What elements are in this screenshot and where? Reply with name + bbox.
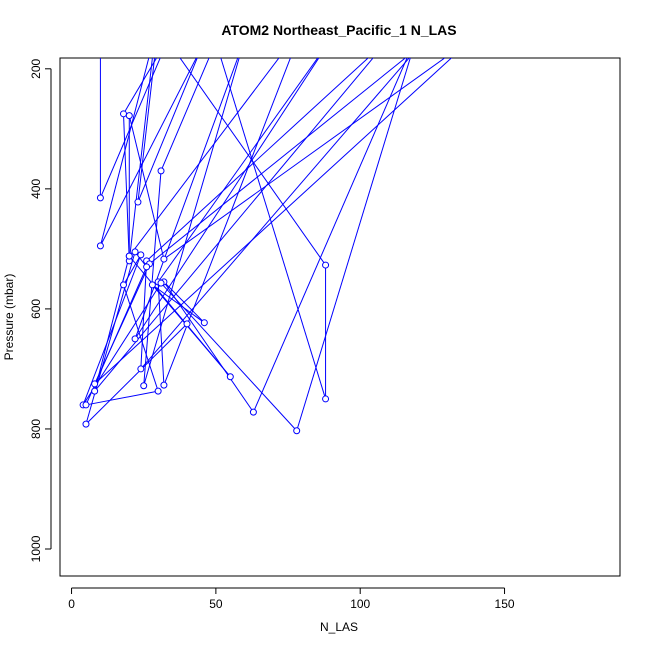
data-point bbox=[131, 335, 139, 343]
series-segment bbox=[134, 58, 320, 340]
series-segment bbox=[94, 58, 374, 392]
series-segment bbox=[146, 58, 369, 262]
y-tick-label: 200 bbox=[29, 58, 43, 78]
series-segment bbox=[152, 284, 205, 324]
series-segment bbox=[163, 281, 254, 413]
x-tick-label: 150 bbox=[495, 597, 515, 611]
series-segment bbox=[99, 58, 161, 199]
series-segment bbox=[85, 323, 188, 425]
data-point bbox=[160, 381, 168, 389]
x-axis-label: N_LAS bbox=[320, 620, 358, 634]
series-segment bbox=[123, 254, 142, 286]
series-segment bbox=[160, 58, 210, 172]
series-segment bbox=[157, 58, 319, 283]
series-segment bbox=[163, 281, 205, 324]
y-tick-label: 800 bbox=[29, 419, 43, 439]
chart-title: ATOM2 Northeast_Pacific_1 N_LAS bbox=[221, 22, 456, 38]
data-point bbox=[82, 420, 90, 428]
plot-frame bbox=[59, 57, 621, 577]
series-segment bbox=[160, 282, 298, 432]
data-point bbox=[91, 380, 99, 388]
x-axis: 0 50 100 150 bbox=[68, 587, 515, 611]
data-point bbox=[322, 261, 330, 269]
series-segment bbox=[220, 58, 327, 400]
series-segment bbox=[163, 58, 446, 260]
series-segment bbox=[94, 58, 453, 385]
series-segment bbox=[94, 255, 130, 392]
series-segment bbox=[123, 284, 159, 392]
series-segment bbox=[296, 58, 411, 431]
y-axis-label: Pressure (mbar) bbox=[2, 274, 16, 361]
series-segment bbox=[128, 115, 165, 260]
data-point bbox=[96, 242, 104, 250]
data-point bbox=[125, 252, 133, 260]
series-segment bbox=[134, 58, 239, 340]
series-segment bbox=[143, 170, 162, 386]
series-segment bbox=[149, 58, 407, 265]
data-point bbox=[154, 387, 162, 395]
series-segment bbox=[85, 390, 159, 406]
series-segment bbox=[99, 58, 150, 246]
data-point bbox=[148, 281, 156, 289]
x-tick-label: 50 bbox=[209, 597, 223, 611]
series-segment bbox=[123, 113, 130, 261]
x-tick-label: 0 bbox=[68, 597, 75, 611]
series-segment bbox=[252, 58, 408, 413]
series-segment bbox=[137, 58, 156, 203]
data-point bbox=[322, 395, 330, 403]
data-point bbox=[226, 373, 234, 381]
series-segment bbox=[151, 284, 231, 378]
series-segment bbox=[85, 251, 136, 425]
data-point bbox=[143, 263, 151, 271]
series-segment bbox=[157, 281, 165, 386]
series-segment bbox=[99, 58, 197, 247]
data-point bbox=[137, 251, 145, 259]
data-point bbox=[120, 110, 128, 118]
y-tick-label: 600 bbox=[29, 299, 43, 319]
data-point bbox=[131, 248, 139, 256]
data-point bbox=[82, 401, 90, 409]
data-point bbox=[134, 198, 142, 206]
series-segment bbox=[179, 58, 326, 266]
data-point bbox=[249, 408, 257, 416]
y-tick-label: 1000 bbox=[29, 535, 43, 562]
data-point bbox=[157, 167, 165, 175]
series-segment bbox=[140, 260, 148, 369]
data-point bbox=[160, 255, 168, 263]
y-axis: 200 400 600 800 1000 bbox=[29, 58, 52, 562]
data-point bbox=[125, 112, 133, 120]
series-segment bbox=[82, 254, 142, 406]
series-segment bbox=[128, 58, 280, 257]
series-layer bbox=[79, 58, 453, 435]
data-point bbox=[293, 427, 301, 435]
data-point bbox=[157, 279, 165, 287]
data-point bbox=[96, 194, 104, 202]
data-point bbox=[91, 387, 99, 395]
series-segment bbox=[128, 58, 153, 261]
series-segment bbox=[123, 58, 158, 115]
data-point bbox=[137, 365, 145, 373]
data-point bbox=[183, 320, 191, 328]
x-tick-label: 100 bbox=[350, 597, 370, 611]
data-point bbox=[120, 281, 128, 289]
series-segment bbox=[137, 58, 198, 203]
y-tick-label: 400 bbox=[29, 179, 43, 199]
data-point bbox=[140, 382, 148, 390]
data-point bbox=[200, 319, 208, 327]
